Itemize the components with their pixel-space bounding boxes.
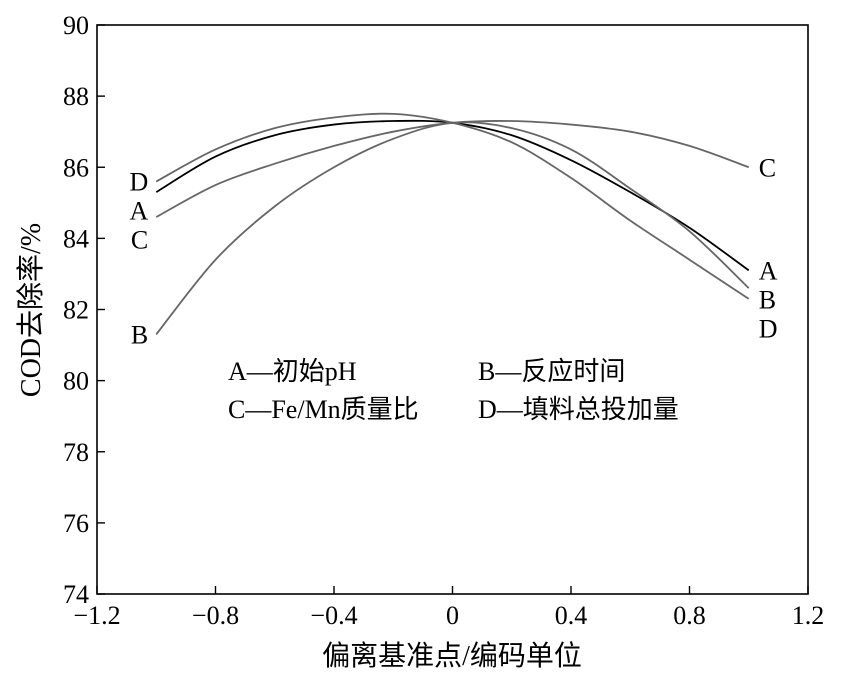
x-tick-label: 1.2 (792, 601, 825, 630)
y-tick-label: 86 (63, 153, 89, 182)
y-axis-title: COD去除率/% (15, 223, 47, 397)
legend-entry-b: B—反应时间 (478, 357, 625, 386)
y-tick-label: 84 (63, 224, 89, 253)
x-tick-label: −0.4 (310, 601, 357, 630)
series-c-line (155, 120, 750, 218)
series-d-left-label: D (129, 167, 148, 196)
legend-entry-a: A—初始pH (228, 357, 357, 386)
legend-entry-d: D—填料总投加量 (478, 395, 679, 424)
series-a-right-label: A (759, 256, 778, 285)
y-tick-label: 76 (63, 509, 89, 538)
legend: A—初始pH B—反应时间 C—Fe/Mn质量比 D—填料总投加量 (228, 357, 679, 424)
y-tick-label: 74 (63, 580, 89, 609)
series-c-right-label: C (759, 153, 776, 182)
x-tick-label: 0 (446, 601, 459, 630)
y-tick-label: 78 (63, 438, 89, 467)
y-tick-label: 82 (63, 296, 89, 325)
curves (155, 112, 750, 335)
y-tick-label: 90 (63, 11, 89, 40)
series-d-right-label: D (759, 314, 778, 343)
series-a-line (155, 119, 750, 272)
series-b-line (155, 121, 750, 335)
series-b-right-label: B (759, 285, 776, 314)
series-a-left-label: A (129, 196, 148, 225)
y-tick-label: 80 (63, 367, 89, 396)
y-tick-label: 88 (63, 82, 89, 111)
x-tick-label: −0.8 (192, 601, 239, 630)
x-tick-label: 0.4 (555, 601, 588, 630)
series-b-left-label: B (131, 320, 148, 349)
x-tick-label: 0.8 (673, 601, 706, 630)
plot-frame (96, 24, 809, 595)
series-d-line (155, 112, 750, 300)
ticks: −1.2 −0.8 −0.4 0 0.4 0.8 1.2 74 76 78 80 82 84 86 88 90 (63, 11, 824, 630)
series-c-left-label: C (131, 225, 148, 254)
legend-entry-c: C—Fe/Mn质量比 (228, 395, 419, 424)
x-axis-title: 偏离基准点/编码单位 (322, 640, 582, 672)
x-tick-label: −1.2 (73, 601, 120, 630)
